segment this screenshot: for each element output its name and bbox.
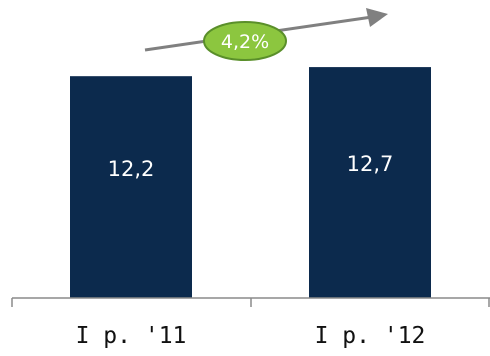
x-tick-labels-group: I p. '11 I p. '12 bbox=[76, 323, 426, 349]
growth-annotation: 4,2% bbox=[144, 8, 388, 61]
x-tick-label-2: I p. '12 bbox=[315, 323, 426, 349]
growth-arrow-head bbox=[366, 8, 388, 27]
bar-1 bbox=[70, 76, 192, 298]
bar-labels-group: 12,2 12,7 bbox=[108, 152, 394, 181]
growth-rate-label: 4,2% bbox=[221, 31, 269, 53]
bar-value-label-2: 12,7 bbox=[347, 152, 394, 176]
bars-group bbox=[70, 67, 431, 298]
growth-rate-oval bbox=[203, 21, 287, 61]
bar-2 bbox=[309, 67, 431, 298]
bar-value-label-1: 12,2 bbox=[108, 157, 155, 181]
x-tick-label-1: I p. '11 bbox=[76, 323, 187, 349]
